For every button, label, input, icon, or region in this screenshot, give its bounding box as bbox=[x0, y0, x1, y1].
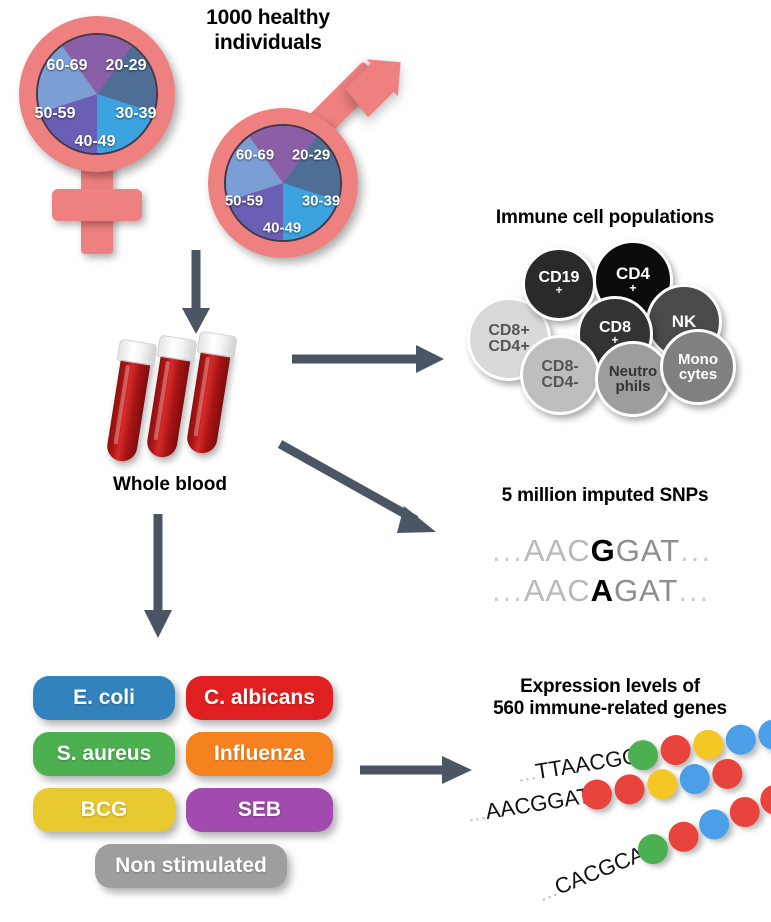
pie-label-20-29: 20-29 bbox=[291, 146, 331, 164]
cell-label-line2: phils bbox=[615, 378, 651, 395]
stimulus-influenza[interactable]: Influenza bbox=[186, 732, 333, 776]
snp-sequence-row-1: ...AACGGAT... bbox=[492, 533, 712, 569]
stimulus-e-coli[interactable]: E. coli bbox=[33, 676, 175, 720]
expression-bead bbox=[644, 767, 680, 802]
male-symbol: 20-29 30-39 40-49 50-59 60-69 bbox=[200, 59, 420, 270]
cell-label-line2: CD4- bbox=[541, 374, 579, 391]
snp-variant-allele: A bbox=[590, 573, 614, 608]
stimulus-seb[interactable]: SEB bbox=[186, 788, 333, 832]
blood-tube-body bbox=[105, 352, 152, 464]
snp-suffix-dots: ... bbox=[678, 573, 711, 608]
snps-title: 5 million imputed SNPs bbox=[501, 485, 709, 506]
expression-bead bbox=[756, 717, 771, 752]
snp-before: AAC bbox=[523, 533, 591, 568]
expression-bead bbox=[663, 817, 704, 857]
snp-sequence-row-2: ...AACAGAT... bbox=[492, 573, 710, 609]
male-age-pie-chart bbox=[224, 124, 342, 242]
female-age-pie-chart bbox=[36, 33, 158, 155]
stimulus-c-albicans[interactable]: C. albicans bbox=[186, 676, 333, 720]
expression-title-line1: Expression levels of bbox=[520, 676, 700, 697]
stimulus-s-aureus[interactable]: S. aureus bbox=[33, 732, 175, 776]
cell-neutrophils: Neutro phils bbox=[595, 341, 671, 417]
female-symbol-crossbar bbox=[52, 189, 142, 221]
pie-label-40-49: 40-49 bbox=[262, 219, 302, 237]
cell-label-line1: CD8- bbox=[541, 357, 579, 375]
expression-title-line2: 560 immune-related genes bbox=[493, 698, 727, 720]
pie-label-50-59: 50-59 bbox=[224, 192, 264, 210]
arrow-cohort-to-blood bbox=[182, 250, 210, 334]
snp-prefix-dots: ... bbox=[492, 533, 524, 568]
expression-bead bbox=[612, 772, 647, 807]
cell-label-line2: CD4+ bbox=[488, 338, 530, 355]
pie-label-60-69: 60-69 bbox=[46, 57, 88, 74]
cell-label-line1: Neutro bbox=[608, 362, 658, 380]
snp-before: AAC bbox=[523, 573, 591, 608]
arrow-blood-to-stimuli bbox=[144, 514, 172, 638]
cell-cd8-cd4-negative: CD8- CD4- bbox=[520, 335, 600, 415]
expression-bead bbox=[690, 727, 726, 763]
female-symbol: 20-29 30-39 40-49 50-59 60-69 bbox=[8, 14, 198, 264]
cell-label-line1: CD8+ bbox=[488, 321, 530, 339]
arrow-stimuli-to-expression bbox=[360, 756, 472, 784]
cell-cd19-positive: CD19 + bbox=[522, 247, 596, 321]
expression-bead bbox=[725, 792, 765, 832]
whole-blood-tubes bbox=[105, 330, 248, 468]
blood-tube-shine bbox=[113, 364, 130, 445]
pie-label-40-49: 40-49 bbox=[74, 133, 116, 150]
strand-bases: AACGGAT bbox=[483, 782, 593, 825]
pie-label-30-39: 30-39 bbox=[301, 192, 341, 210]
expression-bead bbox=[723, 722, 758, 757]
stimulus-bcg[interactable]: BCG bbox=[33, 788, 175, 832]
immune-populations-title: Immune cell populations bbox=[495, 207, 715, 228]
pie-label-50-59: 50-59 bbox=[34, 105, 76, 122]
male-symbol-arrowhead bbox=[345, 59, 401, 118]
blood-tube-shine bbox=[193, 356, 210, 437]
snp-after: GAT bbox=[613, 573, 679, 608]
expression-bead bbox=[677, 761, 712, 797]
arrow-blood-to-immune bbox=[292, 345, 444, 373]
arrow-blood-to-snps bbox=[277, 440, 436, 533]
expression-bead bbox=[658, 732, 693, 768]
immune-cell-cluster: CD8+ CD4+ CD19 + CD4 + NK CD8 + CD8- CD4- N… bbox=[460, 240, 760, 417]
snp-prefix-dots: ... bbox=[492, 573, 524, 608]
blood-tube-shine bbox=[153, 360, 170, 441]
cell-label-line1: Mono bbox=[678, 350, 718, 368]
cell-label-line1: NK bbox=[671, 312, 697, 332]
cell-label-line1: CD8+ bbox=[598, 318, 631, 348]
stimulus-non-stimulated[interactable]: Non stimulated bbox=[95, 844, 287, 888]
cell-label-line1: CD4 + bbox=[615, 264, 650, 296]
cell-cd8-cd4-positive: CD8+ CD4+ bbox=[467, 297, 551, 381]
pie-label-30-39: 30-39 bbox=[115, 105, 157, 122]
cohort-title-line2: individuals bbox=[214, 30, 322, 54]
expression-bead bbox=[694, 804, 734, 844]
cohort-title: 1000 healthy individuals bbox=[168, 6, 368, 56]
snp-after: GAT bbox=[615, 533, 681, 568]
cell-label-line1: CD19 + bbox=[538, 268, 580, 298]
cohort-title-line1: 1000 healthy bbox=[206, 6, 330, 29]
whole-blood-label: Whole blood bbox=[113, 474, 227, 495]
cell-label-line2: cytes bbox=[678, 366, 718, 383]
cell-monocytes: Mono cytes bbox=[660, 329, 736, 405]
pie-label-60-69: 60-69 bbox=[235, 146, 275, 164]
snp-suffix-dots: ... bbox=[680, 533, 712, 568]
expression-title: Expression levels of 560 immune-related … bbox=[455, 676, 765, 721]
pie-label-20-29: 20-29 bbox=[105, 57, 147, 74]
snp-variant-allele: G bbox=[590, 533, 616, 568]
